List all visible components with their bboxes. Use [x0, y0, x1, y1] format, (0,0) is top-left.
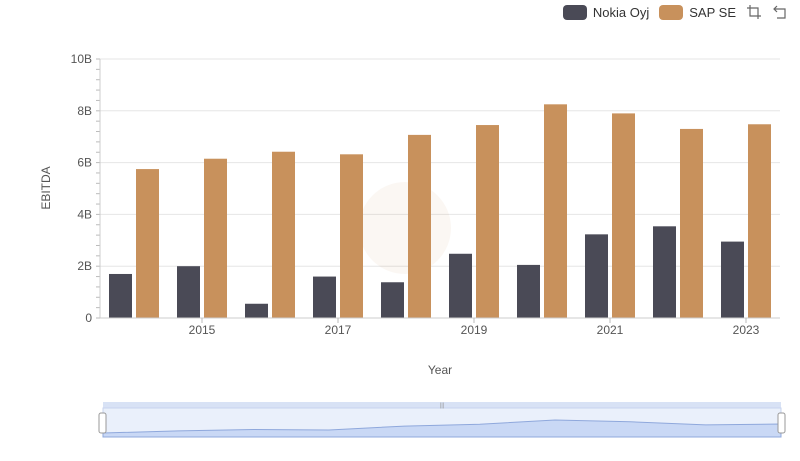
bar-nokia-2021[interactable]	[585, 234, 608, 318]
legend-label-nokia: Nokia Oyj	[592, 4, 650, 20]
range-navigator[interactable]: |||	[98, 402, 786, 438]
y-tick-label: 0	[85, 311, 92, 325]
x-tick-label: 2019	[461, 323, 488, 337]
bar-sap-2014[interactable]	[136, 169, 159, 318]
y-tick-label: 4B	[77, 207, 92, 221]
gridlines	[100, 58, 780, 319]
legend-item-nokia[interactable]: Nokia Oyj	[562, 4, 650, 20]
zoom-select-icon[interactable]	[746, 4, 762, 20]
bar-nokia-2016[interactable]	[245, 303, 268, 318]
bar-sap-2015[interactable]	[204, 158, 227, 318]
bar-nokia-2014[interactable]	[109, 273, 132, 318]
y-axis-label: EBITDA	[39, 166, 53, 209]
bar-nokia-2015[interactable]	[177, 266, 200, 318]
x-tick-label: 2015	[189, 323, 216, 337]
bar-nokia-2017[interactable]	[313, 276, 336, 318]
y-tick-label: 8B	[77, 104, 92, 118]
x-tick-label: 2021	[597, 323, 624, 337]
navigator-top-bar[interactable]	[103, 402, 781, 408]
y-axis: 0 2B 4B 6B 8B 10B	[71, 52, 101, 325]
x-tick-label: 2017	[325, 323, 352, 337]
bar-sap-2019[interactable]	[476, 125, 499, 318]
x-tick-label: 2023	[733, 323, 760, 337]
x-axis-label: Year	[428, 363, 452, 377]
navigator-left-handle[interactable]	[98, 412, 107, 434]
navigator-grip[interactable]: |||	[440, 403, 445, 409]
y-tick-label: 2B	[77, 259, 92, 273]
bar-sap-2017[interactable]	[340, 154, 363, 318]
watermark-logo	[359, 182, 451, 274]
y-tick-label: 6B	[77, 156, 92, 170]
legend-item-sap[interactable]: SAP SE	[659, 4, 736, 20]
bar-nokia-2019[interactable]	[449, 253, 472, 318]
bar-sap-2018[interactable]	[408, 134, 431, 318]
legend-swatch-nokia	[562, 4, 587, 20]
bars	[109, 104, 771, 318]
bar-nokia-2022[interactable]	[653, 226, 676, 318]
zoom-reset-icon[interactable]	[772, 4, 788, 20]
bar-nokia-2023[interactable]	[721, 241, 744, 318]
legend-label-sap: SAP SE	[689, 4, 736, 20]
legend-swatch-sap	[659, 4, 684, 20]
bar-sap-2023[interactable]	[748, 124, 771, 318]
bar-sap-2021[interactable]	[612, 113, 635, 318]
y-tick-label: 10B	[71, 52, 92, 66]
navigator-right-handle[interactable]	[777, 412, 786, 434]
bar-nokia-2018[interactable]	[381, 282, 404, 318]
legend: Nokia Oyj SAP SE	[562, 4, 788, 20]
x-axis: 2015 2017 2019 2021 2023	[100, 317, 780, 337]
navigator-series-line	[102, 419, 782, 438]
bar-sap-2016[interactable]	[272, 151, 295, 318]
bar-nokia-2020[interactable]	[517, 264, 540, 318]
bar-sap-2020[interactable]	[544, 104, 567, 318]
bar-sap-2022[interactable]	[680, 128, 703, 318]
